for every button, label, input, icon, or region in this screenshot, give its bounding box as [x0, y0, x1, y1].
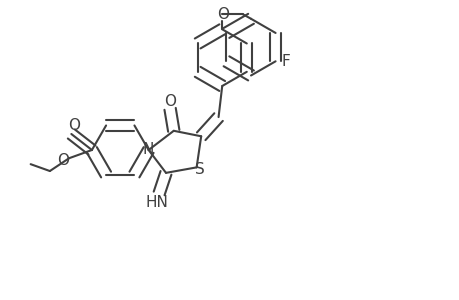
Text: HN: HN [145, 195, 168, 210]
Text: O: O [57, 153, 69, 168]
Text: F: F [280, 54, 289, 69]
Text: N: N [142, 142, 153, 157]
Text: S: S [195, 162, 205, 177]
Text: O: O [67, 118, 79, 133]
Text: O: O [216, 7, 228, 22]
Text: O: O [164, 94, 176, 109]
